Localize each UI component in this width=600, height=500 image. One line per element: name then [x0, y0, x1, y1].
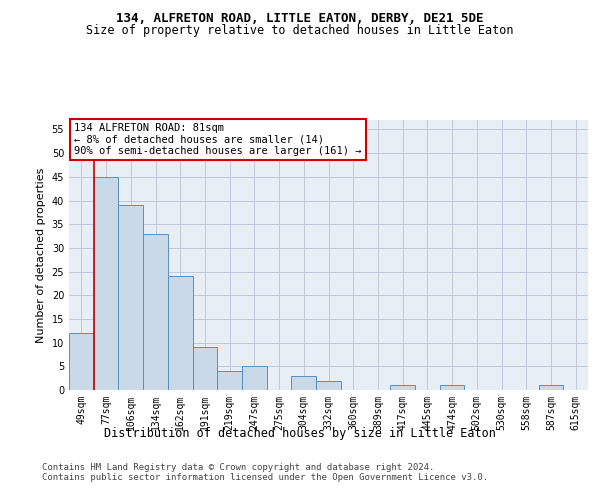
Y-axis label: Number of detached properties: Number of detached properties [36, 168, 46, 342]
Text: Contains HM Land Registry data © Crown copyright and database right 2024.
Contai: Contains HM Land Registry data © Crown c… [42, 462, 488, 482]
Bar [440, 386, 464, 390]
Bar [143, 234, 168, 390]
Bar [69, 333, 94, 390]
Bar [118, 206, 143, 390]
Bar [217, 371, 242, 390]
Bar [316, 380, 341, 390]
Bar [94, 177, 118, 390]
Bar [390, 386, 415, 390]
Bar [168, 276, 193, 390]
Bar [539, 386, 563, 390]
Bar [193, 348, 217, 390]
Text: Size of property relative to detached houses in Little Eaton: Size of property relative to detached ho… [86, 24, 514, 37]
Bar [242, 366, 267, 390]
Bar [292, 376, 316, 390]
Text: 134 ALFRETON ROAD: 81sqm
← 8% of detached houses are smaller (14)
90% of semi-de: 134 ALFRETON ROAD: 81sqm ← 8% of detache… [74, 122, 362, 156]
Text: Distribution of detached houses by size in Little Eaton: Distribution of detached houses by size … [104, 428, 496, 440]
Text: 134, ALFRETON ROAD, LITTLE EATON, DERBY, DE21 5DE: 134, ALFRETON ROAD, LITTLE EATON, DERBY,… [116, 12, 484, 26]
